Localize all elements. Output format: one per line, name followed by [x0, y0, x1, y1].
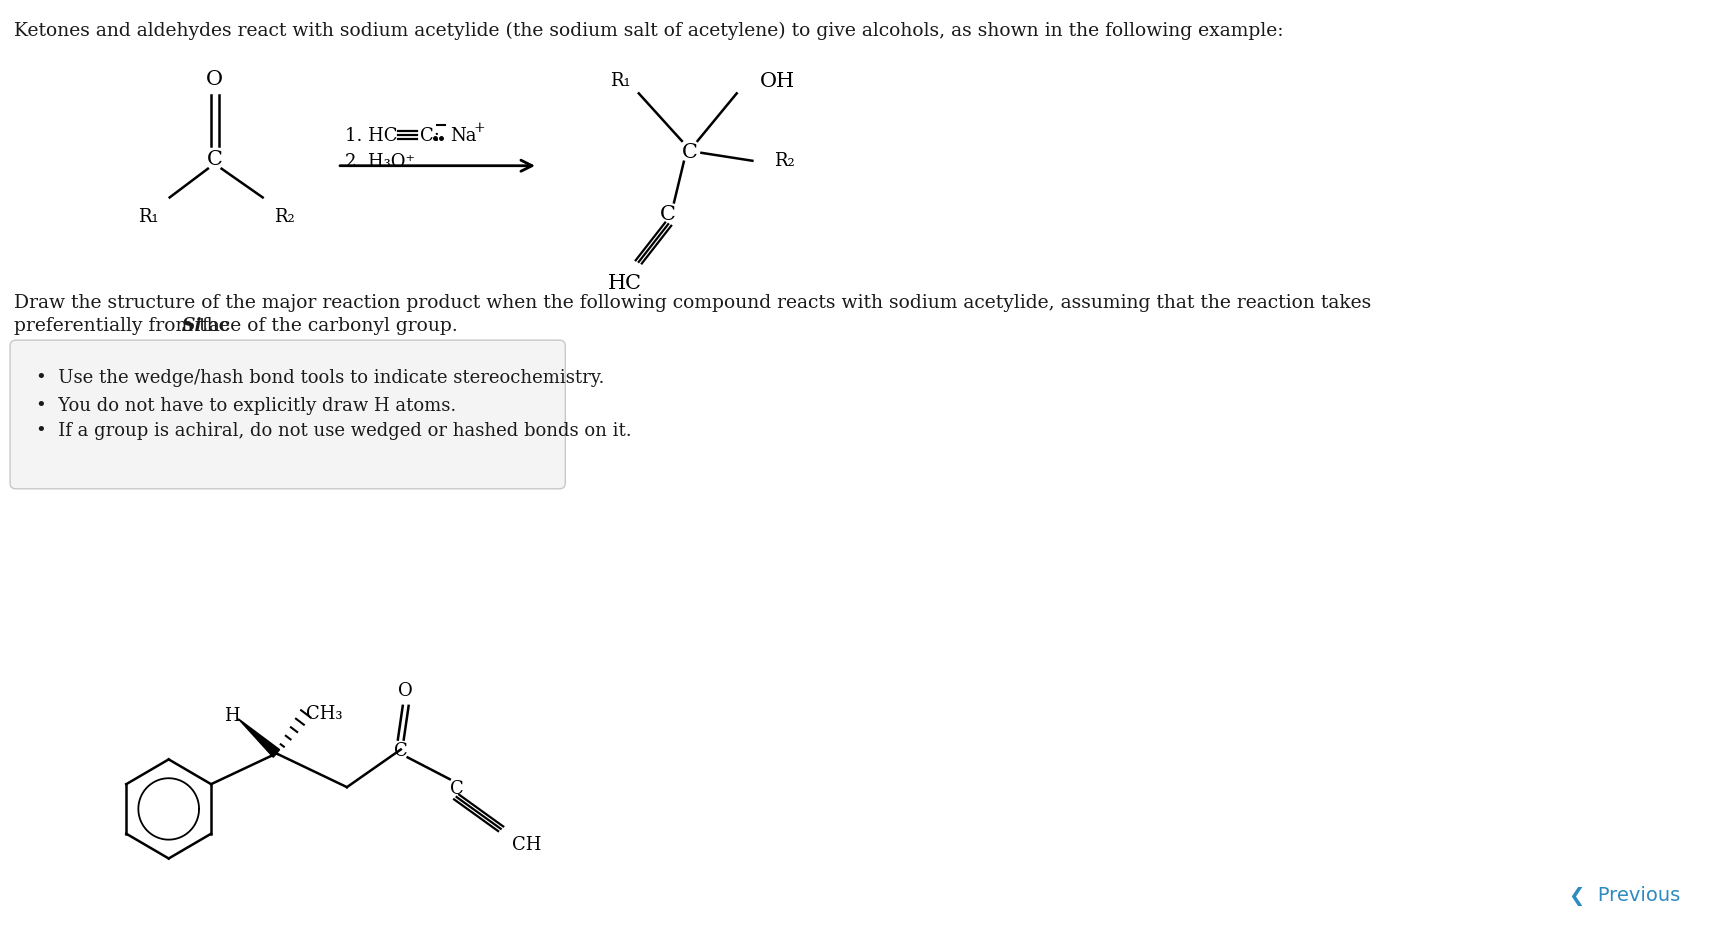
Text: CH: CH [513, 836, 542, 854]
Text: preferentially from the: preferentially from the [14, 317, 235, 335]
Text: HC: HC [608, 274, 642, 293]
Text: •  Use the wedge/hash bond tools to indicate stereochemistry.: • Use the wedge/hash bond tools to indic… [36, 369, 604, 387]
Text: R₁: R₁ [138, 208, 159, 227]
Text: ❮  Previous: ❮ Previous [1569, 886, 1681, 906]
Text: Si: Si [181, 317, 202, 335]
Text: 2. H₃O⁺: 2. H₃O⁺ [345, 153, 414, 170]
Text: R₂: R₂ [773, 152, 794, 169]
Text: R₁: R₁ [609, 72, 630, 91]
Text: +: + [473, 121, 485, 135]
Text: CH₃: CH₃ [306, 705, 342, 723]
Text: Draw the structure of the major reaction product when the following compound rea: Draw the structure of the major reaction… [14, 294, 1370, 312]
Text: •  If a group is achiral, do not use wedged or hashed bonds on it.: • If a group is achiral, do not use wedg… [36, 422, 632, 441]
Text: O: O [399, 682, 413, 700]
Text: O: O [205, 70, 223, 89]
Text: C: C [450, 780, 464, 798]
Text: C: C [394, 742, 407, 760]
Text: C: C [682, 143, 697, 162]
Text: Ketones and aldehydes react with sodium acetylide (the sodium salt of acetylene): Ketones and aldehydes react with sodium … [14, 22, 1284, 40]
Text: OH: OH [759, 72, 796, 91]
Text: C: C [661, 205, 677, 224]
Polygon shape [238, 719, 280, 757]
Text: •  You do not have to explicitly draw H atoms.: • You do not have to explicitly draw H a… [36, 397, 456, 415]
Text: C: C [207, 151, 223, 169]
Text: Na: Na [450, 127, 476, 145]
Text: face of the carbonyl group.: face of the carbonyl group. [195, 317, 457, 335]
Text: H: H [224, 707, 240, 724]
FancyBboxPatch shape [10, 340, 566, 489]
Text: C:: C: [421, 127, 440, 145]
Text: R₂: R₂ [274, 208, 295, 227]
Text: 1. HC: 1. HC [345, 127, 397, 145]
